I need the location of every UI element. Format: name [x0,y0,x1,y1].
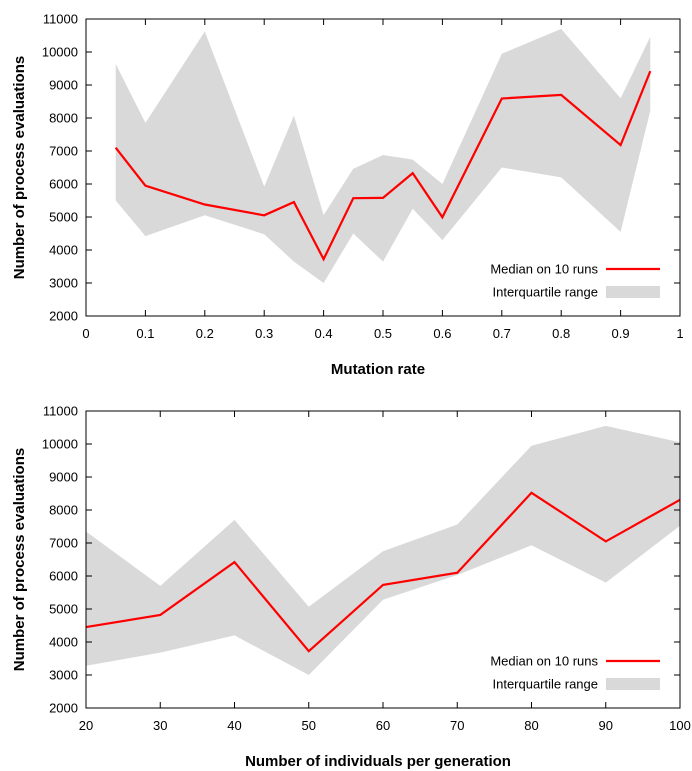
band-layer [86,425,680,675]
legend-swatch-band [606,678,660,690]
x-tick-label: 0.2 [196,326,214,341]
interquartile-band [86,425,680,675]
x-tick-label: 60 [376,718,390,733]
y-tick-label: 5000 [49,602,78,617]
legend-label: Interquartile range [492,677,598,692]
legend: Median on 10 runs Interquartile range [490,262,660,300]
x-tick-label: 70 [450,718,464,733]
y-tick-label: 7000 [49,536,78,551]
y-tick-label: 7000 [49,144,78,159]
y-tick-label: 4000 [49,243,78,258]
y-tick-label: 9000 [49,470,78,485]
x-tick-label: 0.4 [315,326,333,341]
y-tick-label: 6000 [49,569,78,584]
x-tick-label: 0.9 [612,326,630,341]
legend-label: Median on 10 runs [490,262,598,277]
axes-layer: 0 0.1 0.2 0.3 0.4 0.5 0.6 0.7 0.8 0.9 1 2000 3000 400… [11,12,684,379]
x-tick-label: 1 [676,326,683,341]
y-tick-label: 3000 [49,668,78,683]
x-tick-label: 0.3 [255,326,273,341]
y-tick-label: 9000 [49,78,78,93]
y-tick-label: 10000 [42,45,78,60]
interquartile-band [115,28,651,284]
legend-swatch-band [606,286,660,298]
y-tick-label: 10000 [42,437,78,452]
x-tick-label: 0.5 [374,326,392,341]
y-tick-label: 2000 [49,701,78,716]
x-tick-label: 90 [599,718,613,733]
x-tick-label: 0.7 [493,326,511,341]
x-axis-label: Number of individuals per generation [245,753,511,770]
legend: Median on 10 runs Interquartile range [490,654,660,692]
line-layer [114,70,652,262]
y-tick-label: 8000 [49,111,78,126]
x-tick-label: 0.8 [552,326,570,341]
x-tick-label: 50 [302,718,316,733]
y-tick-label: 8000 [49,503,78,518]
x-tick-label: 30 [153,718,167,733]
y-axis-label: Number of process evaluations [11,56,28,279]
band-layer [115,28,651,284]
legend-label: Interquartile range [492,285,598,300]
chart-population-size: 20 30 40 50 60 70 80 90 100 2000 3000 4000 5000 6000 7… [11,404,691,771]
y-tick-label: 6000 [49,177,78,192]
x-tick-label: 20 [79,718,93,733]
x-tick-label: 100 [669,718,691,733]
axes-layer: 20 30 40 50 60 70 80 90 100 2000 3000 4000 5000 6000 7… [11,404,691,771]
y-tick-label: 11000 [43,404,78,419]
x-tick-label: 0.6 [433,326,451,341]
chart-mutation-rate: 0 0.1 0.2 0.3 0.4 0.5 0.6 0.7 0.8 0.9 1 2000 3000 400… [11,12,684,379]
y-axis-label: Number of process evaluations [11,448,28,671]
y-tick-label: 11000 [43,12,78,27]
legend-label: Median on 10 runs [490,654,598,669]
y-tick-label: 2000 [49,309,78,324]
x-axis-label: Mutation rate [331,361,425,378]
median-line [114,70,652,262]
x-tick-label: 40 [227,718,241,733]
x-tick-label: 0 [82,326,89,341]
y-tick-label: 3000 [49,276,78,291]
y-tick-label: 5000 [49,210,78,225]
x-tick-label: 80 [524,718,538,733]
x-tick-label: 0.1 [136,326,154,341]
y-tick-label: 4000 [49,635,78,650]
